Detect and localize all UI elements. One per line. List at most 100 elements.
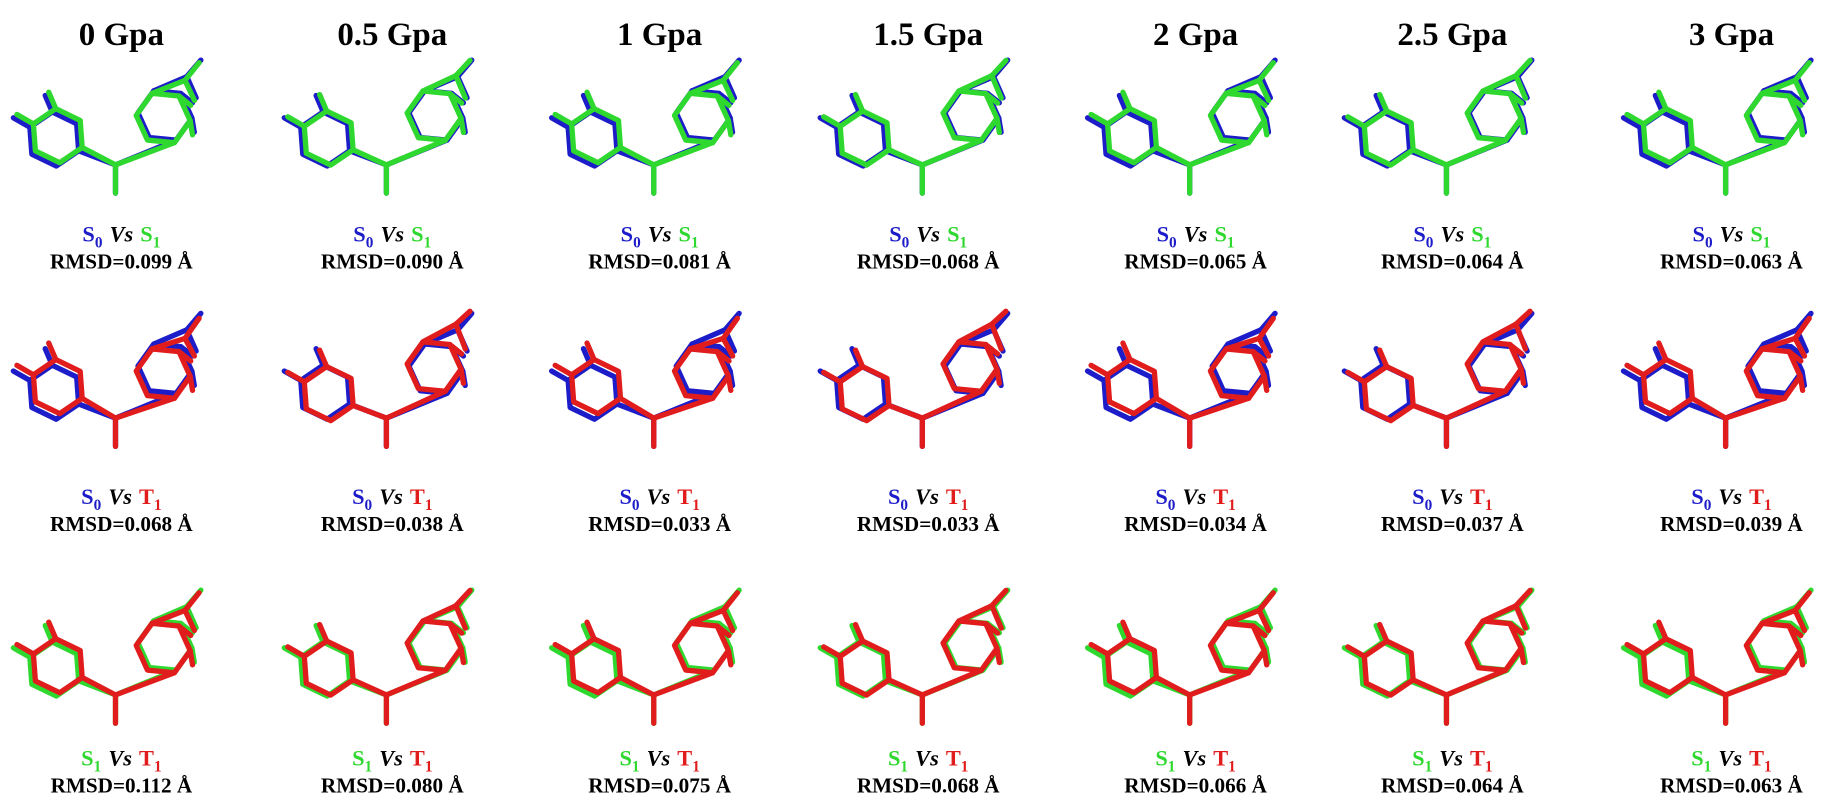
molecule-bond (959, 606, 992, 621)
versus: Vs (1441, 221, 1465, 246)
molecule-ring (840, 367, 889, 421)
versus: Vs (1183, 746, 1207, 771)
state-symbol: T (946, 484, 961, 509)
column-header: 2 Gpa (1153, 17, 1238, 53)
molecule-bond (386, 670, 445, 695)
rmsd-value: RMSD=0.081 Å (588, 250, 731, 274)
rmsd-value: RMSD=0.066 Å (1124, 774, 1267, 798)
molecule-bond (922, 391, 981, 418)
molecule-bond (654, 398, 713, 418)
molecule-bond (1800, 376, 1802, 390)
rmsd-value: RMSD=0.068 Å (857, 250, 1000, 274)
molecule-bond (1446, 140, 1505, 165)
molecule-bond (423, 76, 456, 91)
molecule-bond (997, 118, 999, 132)
page: {"columns": ["0 Gpa", "0.5 Gpa", "1 Gpa"… (0, 0, 1847, 808)
structure-overlay (1344, 60, 1532, 193)
structure-overlay (1344, 311, 1532, 446)
molecule-bond (1521, 648, 1523, 662)
structure-overlay (1623, 60, 1811, 193)
versus: Vs (1718, 484, 1742, 509)
comparison-label: S0VsS1 (1157, 221, 1235, 251)
state-symbol: S (1413, 221, 1425, 246)
rmsd-value: RMSD=0.080 Å (321, 774, 464, 798)
molecule-ring (304, 641, 353, 695)
comparison-label: S0VsS1 (82, 221, 160, 251)
comparison-label: S1VsT1 (888, 746, 968, 776)
molecule-bond (185, 63, 199, 81)
structure-overlay (1623, 590, 1811, 723)
structure-overlay (820, 60, 1008, 193)
molecule-bond (723, 593, 737, 611)
rmsd-value: RMSD=0.033 Å (857, 512, 1000, 536)
comparison-label: S0VsT1 (888, 484, 968, 514)
molecule-bond (1190, 673, 1249, 695)
figure: 0 Gpa0.5 Gpa1 Gpa1.5 Gpa2 Gpa2.5 Gpa3 Gp… (0, 0, 1847, 808)
state-symbol: S (888, 484, 900, 509)
molecule-bond (1413, 405, 1446, 418)
versus: Vs (1720, 221, 1744, 246)
versus: Vs (915, 746, 939, 771)
column-header: 2.5 Gpa (1397, 17, 1507, 53)
molecule-bond (1259, 593, 1273, 611)
state-symbol: S (679, 221, 691, 246)
molecule-bond (1521, 118, 1523, 132)
structure-overlay (13, 60, 201, 193)
rmsd-value: RMSD=0.063 Å (1660, 774, 1803, 798)
molecule-bond (185, 593, 199, 611)
molecule-ring (304, 111, 353, 165)
state-symbol: S (1214, 221, 1226, 246)
versus: Vs (108, 746, 132, 771)
structure-overlay (284, 60, 472, 193)
molecule-bond (1259, 63, 1273, 81)
molecule-bond (959, 76, 992, 91)
state-symbol: S (1155, 746, 1167, 771)
molecule-ring (1364, 367, 1413, 421)
state-symbol: S (621, 221, 633, 246)
versus: Vs (379, 484, 403, 509)
versus: Vs (1184, 221, 1208, 246)
comparison-label: S0VsT1 (1155, 484, 1235, 514)
molecule-bond (1800, 651, 1802, 665)
molecule-ring (840, 641, 889, 695)
molecule-bond (1413, 680, 1446, 695)
molecule-bond (461, 369, 463, 383)
versus: Vs (915, 484, 939, 509)
state-symbol: T (139, 746, 154, 771)
rmsd-value: RMSD=0.038 Å (321, 512, 464, 536)
versus: Vs (647, 746, 671, 771)
comparison-label: S0VsT1 (1412, 484, 1492, 514)
molecule-ring (304, 367, 353, 421)
column-header: 0 Gpa (79, 17, 164, 53)
versus: Vs (1718, 746, 1742, 771)
molecule-ring (840, 111, 889, 165)
structure-overlay (552, 60, 740, 193)
state-symbol: S (82, 221, 94, 246)
structure-overlay (1088, 313, 1276, 446)
versus: Vs (380, 221, 404, 246)
comparison-label: S1VsT1 (352, 746, 432, 776)
versus: Vs (1439, 484, 1463, 509)
molecule-bond (1190, 143, 1249, 165)
structure-overlay (1623, 313, 1811, 446)
column-header: 1 Gpa (617, 17, 702, 53)
state-symbol: S (140, 221, 152, 246)
molecule-bond (353, 405, 386, 418)
rmsd-value: RMSD=0.039 Å (1660, 512, 1803, 536)
molecule-bond (1726, 673, 1785, 695)
state-symbol: S (1412, 484, 1424, 509)
molecule-bond (386, 391, 445, 418)
versus: Vs (648, 221, 672, 246)
molecule-bond (1190, 398, 1249, 418)
structure-overlay (552, 313, 740, 446)
state-symbol: S (1155, 484, 1167, 509)
comparison-label: S0VsS1 (621, 221, 699, 251)
state-symbol: S (1157, 221, 1169, 246)
state-symbol: T (410, 746, 425, 771)
comparison-label: S1VsT1 (1412, 746, 1492, 776)
state-symbol: T (946, 746, 961, 771)
molecule-bond (353, 150, 386, 165)
molecule-ring (1364, 111, 1413, 165)
molecule-bond (190, 651, 192, 665)
rmsd-value: RMSD=0.099 Å (50, 250, 193, 274)
